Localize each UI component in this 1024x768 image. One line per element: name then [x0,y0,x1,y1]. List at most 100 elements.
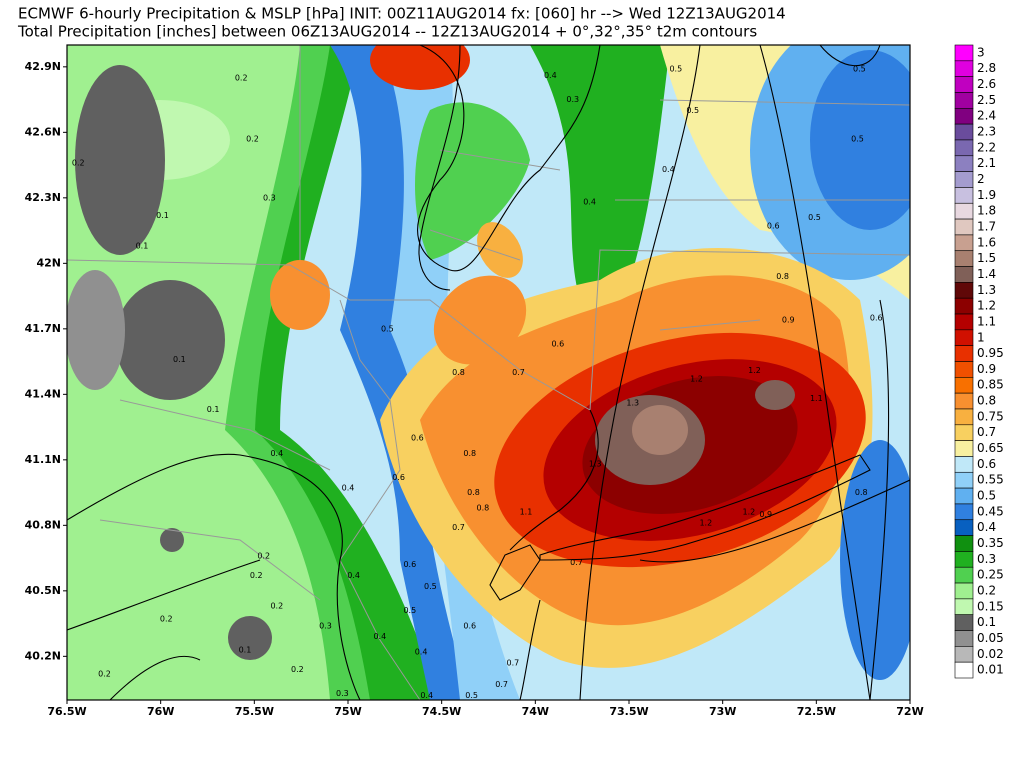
colorbar-swatch [954,282,974,299]
colorbar-swatch [954,250,974,267]
colorbar-swatch [954,139,974,157]
contour-label: 0.1 [136,241,149,250]
contour-label: 0.4 [415,647,428,656]
colorbar-label: 2.4 [977,109,996,123]
colorbar-swatch [954,551,974,568]
contour-label: 0.2 [250,571,263,580]
colorbar-label: 0.45 [977,504,1004,518]
contour-label: 1.3 [626,399,639,408]
colorbar-swatch [954,614,974,631]
contour-label: 0.7 [512,368,525,377]
colorbar-swatch [954,171,974,188]
contour-label: 0.5 [853,65,866,74]
contour-label: 0.2 [160,615,173,624]
colorbar-label: 0.75 [977,409,1004,423]
contour-label: 0.7 [452,523,465,532]
contour-label: 0.5 [465,691,478,700]
lat-tick-label: 42.3N [25,191,61,204]
colorbar-label: 2.8 [977,61,996,75]
lon-tick-label: 73W [709,705,736,718]
colorbar-label: 2.2 [977,140,996,154]
colorbar-label: 0.1 [977,615,996,629]
contour-label: 0.5 [808,213,821,222]
contour-label: 0.6 [403,560,416,569]
colorbar-swatch [954,297,974,315]
title-line: Total Precipitation [inches] between 06Z… [17,23,757,41]
contour-label: 0.1 [239,645,252,654]
colorbar-label: 1.3 [977,283,996,297]
lon-tick-label: 76W [147,705,174,718]
colorbar-label: 1.4 [977,267,996,281]
colorbar-swatch [954,108,974,125]
colorbar-label: 0.02 [977,647,1004,661]
lon-tick-label: 74W [522,705,549,718]
lon-tick-label: 72.5W [797,705,836,718]
colorbar-swatch [954,471,974,489]
colorbar-label: 1.5 [977,251,996,265]
contour-label: 1.1 [520,508,533,517]
lon-tick-label: 74.5W [422,705,461,718]
colorbar-label: 1.6 [977,235,996,249]
colorbar-label: 1.8 [977,204,996,218]
colorbar-label: 0.05 [977,631,1004,645]
colorbar-swatch [954,44,974,62]
contour-label: 0.2 [72,158,85,167]
contour-label: 0.2 [257,551,270,560]
colorbar-swatch [954,456,974,473]
contour-label: 0.6 [411,434,424,443]
contour-label: 0.8 [463,449,476,458]
contour-label: 0.1 [156,211,169,220]
contour-label: 0.4 [342,484,355,493]
contour-label: 1.2 [748,366,761,375]
lon-tick-label: 76.5W [47,705,86,718]
colorbar-swatch [954,424,974,441]
contour-label: 0.4 [583,198,596,207]
contour-label: 0.8 [477,503,490,512]
contour-label: 0.4 [373,632,386,641]
colorbar-swatch [954,646,974,663]
lat-tick-label: 41.4N [25,387,61,400]
lat-tick-label: 42N [36,256,61,269]
colorbar-label: 1.7 [977,219,996,233]
colorbar-label: 0.6 [977,457,996,471]
colorbar-swatch [954,361,974,378]
colorbar-swatch [954,187,974,204]
contour-label: 0.3 [319,621,332,630]
colorbar-swatch [954,661,974,679]
colorbar-swatch [954,60,974,77]
contour-label: 0.2 [246,134,259,143]
contour-label: 0.6 [392,473,405,482]
contour-label: 0.4 [420,691,433,700]
lat-tick-label: 40.5N [25,584,61,597]
lat-tick-label: 40.2N [25,649,61,662]
colorbar-label: 1.9 [977,188,996,202]
contour-label: 0.3 [263,193,276,202]
lon-tick-label: 75.5W [235,705,274,718]
contour-label: 0.2 [235,73,248,82]
colorbar-swatch [954,408,974,426]
contour-label: 1.2 [699,519,712,528]
contour-label: 0.5 [686,106,699,115]
contour-label: 0.8 [776,272,789,281]
contour-label: 1.2 [743,508,756,517]
colorbar-label: 0.5 [977,489,996,503]
contour-label: 0.3 [336,689,349,698]
colorbar-swatch [954,313,974,331]
contour-label: 0.4 [347,571,360,580]
lat-tick-label: 42.6N [25,125,61,138]
colorbar-label: 0.85 [977,378,1004,392]
colorbar-label: 0.2 [977,583,996,597]
title-line: ECMWF 6-hourly Precipitation & MSLP [hPa… [18,5,786,23]
contour-label: 0.7 [506,658,519,667]
contour-label: 0.1 [173,355,186,364]
lat-tick-label: 41.7N [25,322,61,335]
contour-label: 0.3 [566,95,579,104]
colorbar-label: 1.2 [977,299,996,313]
colorbar-label: 0.25 [977,568,1004,582]
colorbar-swatch [954,535,974,552]
colorbar-swatch [954,630,974,647]
contour-label: 0.2 [98,669,111,678]
contour-label: 0.8 [855,488,868,497]
